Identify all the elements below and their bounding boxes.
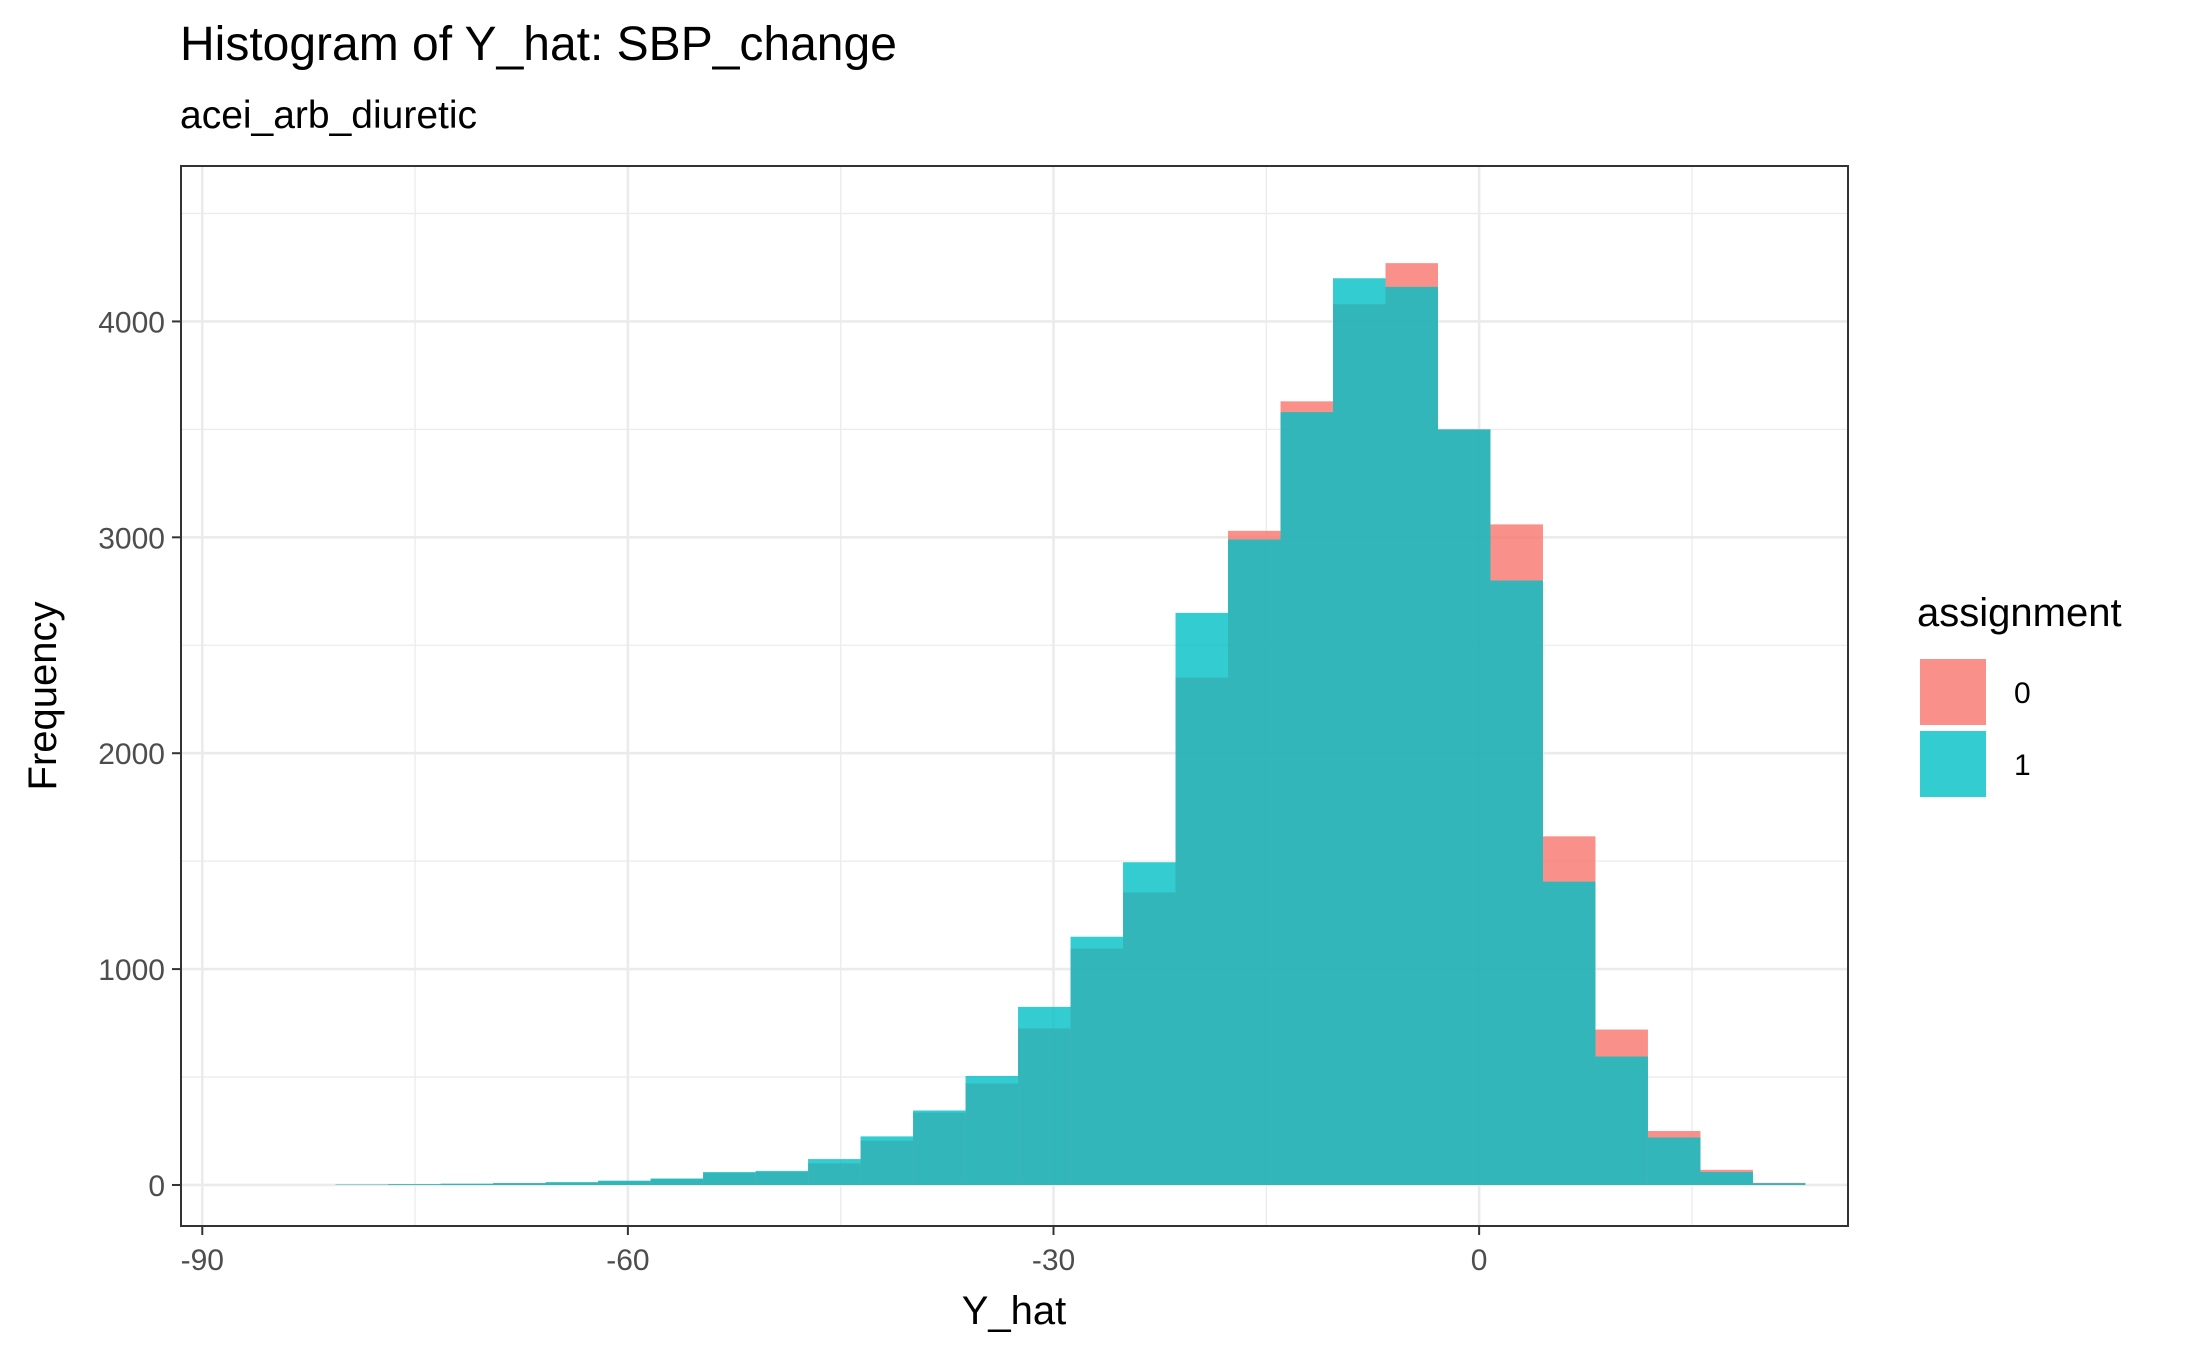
bar-series-1: [1437, 429, 1491, 1185]
y-tick-label: 2000: [98, 738, 165, 771]
grid-lines: [181, 166, 1848, 1226]
legend-key-1: [1920, 731, 1986, 797]
x-tick-label: -60: [606, 1244, 649, 1277]
bar-series-1: [703, 1172, 756, 1185]
y-tick-label: 3000: [98, 522, 165, 555]
bar-series-1: [598, 1180, 651, 1185]
bar-series-1: [1542, 881, 1596, 1185]
bar-series-1: [493, 1183, 546, 1185]
bar-series-1: [1700, 1172, 1753, 1185]
y-tick-label: 4000: [98, 306, 165, 339]
bar-series-1: [388, 1184, 441, 1185]
bar-series-1: [1175, 612, 1229, 1185]
y-axis-title: Frequency: [21, 602, 65, 791]
bar-series-1: [1123, 862, 1176, 1185]
bar-series-1: [913, 1110, 966, 1185]
legend-label-1: 1: [2014, 749, 2031, 782]
bar-series-1: [860, 1136, 914, 1185]
bar-series-1: [1228, 539, 1281, 1185]
bar-series-1: [1752, 1183, 1806, 1185]
bar-series-1: [808, 1159, 861, 1185]
bar-series-1: [650, 1178, 704, 1185]
plot-panel-border: [180, 165, 1849, 1227]
legend: assignment 0 1: [1917, 591, 2122, 797]
x-tick-label: -30: [1032, 1244, 1075, 1277]
bar-series-1: [965, 1075, 1019, 1185]
chart-title: Histogram of Y_hat: SBP_change: [180, 18, 897, 71]
axis-ticks: -90 -60 -30 0 0 1000 2000 3000 4000: [98, 306, 1487, 1277]
bar-series-1: [1385, 286, 1438, 1185]
bar-series-1: [440, 1183, 494, 1185]
legend-label-0: 0: [2014, 677, 2031, 710]
bar-series-1: [755, 1170, 809, 1185]
y-tick-label: 0: [148, 1170, 165, 1203]
bar-series-1: [1070, 936, 1124, 1185]
legend-title: assignment: [1917, 591, 2122, 635]
legend-key-0: [1920, 659, 1986, 725]
bar-series-1: [545, 1182, 599, 1185]
x-tick-label: -90: [181, 1244, 224, 1277]
bar-series-1: [1490, 580, 1543, 1185]
x-axis-title: Y_hat: [962, 1289, 1067, 1333]
bar-series-1: [1595, 1056, 1648, 1185]
chart-subtitle: acei_arb_diuretic: [180, 94, 477, 137]
bar-series-1: [1333, 278, 1386, 1185]
bar-series-1: [1280, 412, 1334, 1185]
y-tick-label: 1000: [98, 954, 165, 987]
series-1-bars: [335, 278, 1806, 1185]
bar-series-1: [1647, 1137, 1701, 1185]
bar-series-1: [1018, 1006, 1071, 1185]
x-tick-label: 0: [1471, 1244, 1488, 1277]
